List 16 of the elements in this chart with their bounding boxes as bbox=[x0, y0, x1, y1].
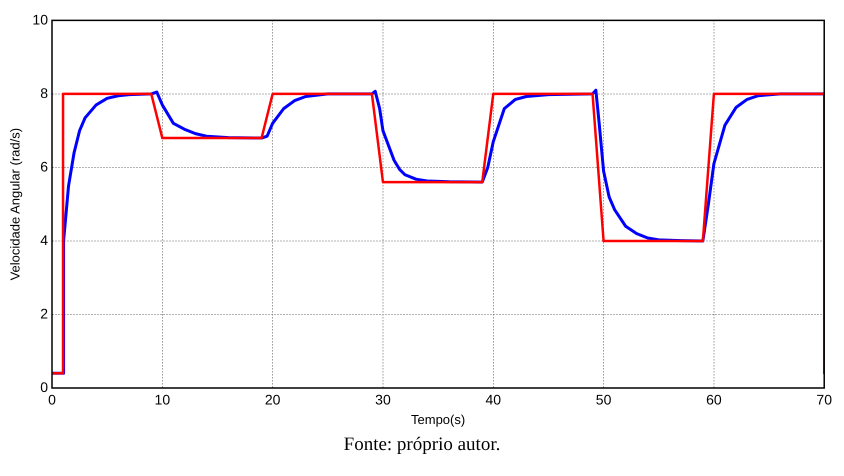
x-tick-label: 30 bbox=[375, 391, 391, 408]
x-axis-title: Tempo(s) bbox=[411, 412, 466, 427]
x-tick-label: 40 bbox=[485, 391, 502, 408]
y-tick-label: 0 bbox=[40, 378, 48, 395]
x-tick-label: 60 bbox=[706, 391, 722, 408]
y-tick-label: 6 bbox=[40, 158, 48, 174]
x-tick-label: 70 bbox=[816, 391, 832, 408]
y-tick-label: 2 bbox=[40, 305, 48, 322]
y-tick-label: 4 bbox=[40, 232, 48, 248]
y-axis-title: Velocidade Angular (rad/s) bbox=[7, 128, 22, 280]
x-tick-label: 20 bbox=[264, 391, 281, 408]
y-tick-label: 8 bbox=[40, 84, 48, 101]
x-tick-label: 10 bbox=[154, 391, 170, 408]
x-tick-label: 50 bbox=[596, 391, 612, 408]
y-tick-label: 10 bbox=[32, 11, 48, 28]
source-note: Fonte: próprio autor. bbox=[342, 434, 502, 456]
